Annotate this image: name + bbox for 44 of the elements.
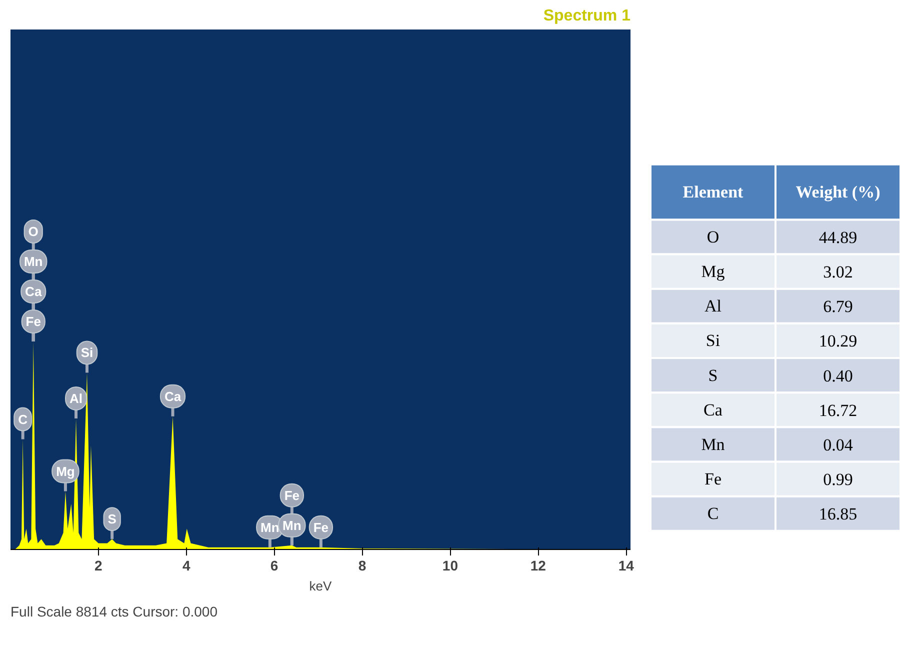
text: 3.02 xyxy=(823,262,853,282)
annotation: Fe xyxy=(313,520,329,535)
text: 0.40 xyxy=(823,366,853,386)
category-label: Si xyxy=(706,331,720,350)
x-axis-title: keV xyxy=(309,578,332,594)
category-label: Mn xyxy=(701,434,726,454)
category-label: C xyxy=(707,504,719,524)
annotation: Mg xyxy=(56,464,75,479)
x-tick-label: 14 xyxy=(618,558,634,574)
text: 44.89 xyxy=(818,228,858,247)
category-label: Fe xyxy=(704,470,722,489)
annotation: S xyxy=(108,512,117,527)
text: 10.29 xyxy=(818,332,858,351)
x-tick-label: 8 xyxy=(358,558,366,574)
annotation: C xyxy=(18,412,28,427)
x-tick-label: 2 xyxy=(94,558,103,574)
text: 16.72 xyxy=(818,400,858,420)
text: 16.85 xyxy=(818,504,858,524)
category-label: O xyxy=(706,227,720,246)
text: Weight (%) xyxy=(796,182,880,202)
category-label: S xyxy=(708,366,718,385)
annotation: Mn xyxy=(260,520,280,535)
x-tick-label: 12 xyxy=(530,558,546,574)
text: 0.04 xyxy=(823,435,853,454)
annotation: Ca xyxy=(164,388,182,404)
text: Full Scale 8814 cts Cursor: 0.000 xyxy=(10,604,218,620)
annotation: Ca xyxy=(25,284,42,299)
annotation: Al xyxy=(70,390,83,406)
annotation: O xyxy=(28,224,38,239)
category-label: Al xyxy=(704,296,722,316)
text: Element xyxy=(682,182,744,202)
x-tick-label: 6 xyxy=(270,558,278,574)
annotation: Fe xyxy=(26,314,41,329)
text: 6.79 xyxy=(823,297,853,316)
chart-title: Spectrum 1 xyxy=(543,8,631,24)
annotation: Fe xyxy=(284,488,300,503)
category-label: Ca xyxy=(704,400,723,420)
annotation: Si xyxy=(80,345,94,360)
annotation: Mn xyxy=(282,518,302,533)
x-tick-label: 4 xyxy=(182,558,190,574)
x-tick-label: 10 xyxy=(442,558,458,574)
category-label: Mg xyxy=(701,262,726,282)
annotation: Mn xyxy=(24,254,43,269)
text: 0.99 xyxy=(823,470,853,490)
